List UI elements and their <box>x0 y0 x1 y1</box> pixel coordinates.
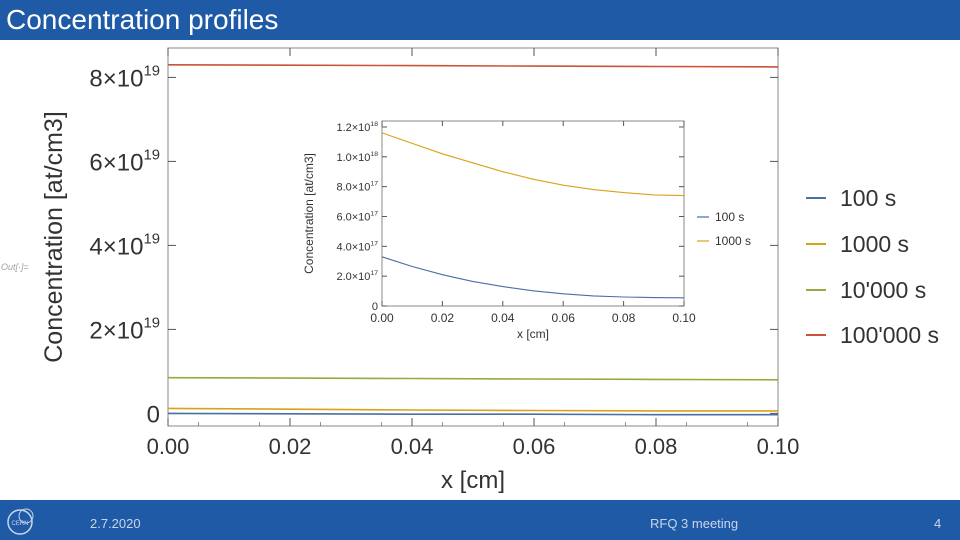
inset-y-tick-label: 6.0×1017 <box>336 211 378 224</box>
main-y-tick-label-exponent: 19 <box>143 316 160 332</box>
main-y-tick-label: 4×1019 <box>89 232 160 261</box>
inset-series-line-0 <box>381 256 685 299</box>
main-y-tick-label: 6×1019 <box>89 148 160 177</box>
inset-y-tick-label-mantissa: 8.0×10 <box>336 182 370 194</box>
main-y-tick-label-exponent: 19 <box>143 232 160 248</box>
inset-plot-frame <box>381 120 685 307</box>
inset-y-tick-label-exponent: 17 <box>370 181 378 188</box>
inset-series-line-1 <box>381 132 685 197</box>
inset-y-tick-label: 1.2×1018 <box>336 121 378 134</box>
main-y-tick-label-mantissa: 0 <box>147 401 160 428</box>
main-series-line-3 <box>167 64 779 68</box>
main-y-tick-label-mantissa: 4×10 <box>89 233 143 260</box>
inset-plot: 0.00 0.02 0.04 0.06 0.08 0.1002.0×10174.0×101… <box>302 120 751 341</box>
main-x-tick-label: 0.06 <box>513 434 556 459</box>
inset-x-tick-label: 0.00 <box>370 311 394 325</box>
inset-y-tick-label-exponent: 18 <box>370 151 378 158</box>
main-series-line-0 <box>167 412 778 416</box>
inset-y-tick-label-exponent: 18 <box>370 121 378 128</box>
footer-date: 2.7.2020 <box>90 516 141 531</box>
title-bar: Concentration profiles <box>0 0 960 40</box>
main-y-tick-label-mantissa: 2×10 <box>89 317 143 344</box>
inset-legend-label-1: 1000 s <box>715 234 751 248</box>
cern-logo-icon: CERN <box>7 508 34 535</box>
main-y-tick-label-mantissa: 6×10 <box>89 149 143 176</box>
out-label: Out[·]= <box>1 262 29 272</box>
inset-y-tick-label-mantissa: 2.0×10 <box>336 271 370 283</box>
inset-y-tick-label-mantissa: 4.0×10 <box>336 241 370 253</box>
inset-y-tick-label-mantissa: 1.2×10 <box>336 122 370 134</box>
main-x-tick-label: 0.08 <box>635 434 678 459</box>
footer-meeting: RFQ 3 meeting <box>650 516 739 531</box>
main-x-tick-label: 0.00 <box>147 434 190 459</box>
inset-x-tick-label: 0.04 <box>491 311 515 325</box>
inset-legend-label-0: 100 s <box>715 210 744 224</box>
main-y-tick-label: 0 <box>147 401 160 428</box>
main-series-line-1 <box>167 407 778 412</box>
inset-y-tick-label: 1.0×1018 <box>336 151 378 164</box>
main-y-tick-label: 2×1019 <box>89 316 160 345</box>
inset-y-tick-label: 2.0×1017 <box>336 270 378 283</box>
footer-page-number: 4 <box>934 516 942 531</box>
inset-x-axis-label: x [cm] <box>517 327 549 341</box>
main-x-tick-label: 0.04 <box>391 434 434 459</box>
inset-y-tick-label-exponent: 17 <box>370 240 378 247</box>
inset-x-tick-label: 0.08 <box>612 311 636 325</box>
inset-x-tick-label: 0.06 <box>552 311 576 325</box>
legend-label-2: 10'000 s <box>840 277 926 303</box>
legend-label-3: 100'000 s <box>840 322 939 348</box>
main-series-line-2 <box>167 376 779 381</box>
inset-y-tick-label-exponent: 17 <box>370 270 378 277</box>
inset-y-tick-label-exponent: 17 <box>370 211 378 218</box>
slide-title: Concentration profiles <box>6 4 279 35</box>
inset-y-tick-label-mantissa: 6.0×10 <box>336 211 370 223</box>
inset-y-tick-label-mantissa: 1.0×10 <box>336 152 370 164</box>
inset-x-tick-label: 0.02 <box>431 311 455 325</box>
main-x-axis-label: x [cm] <box>441 467 505 494</box>
main-y-tick-label-exponent: 19 <box>143 148 160 164</box>
main-y-axis-label: Concentration [at/cm3] <box>40 111 68 363</box>
main-y-tick-label-mantissa: 8×10 <box>89 65 143 92</box>
inset-y-tick-label: 8.0×1017 <box>336 181 378 194</box>
inset-x-tick-label: 0.10 <box>672 311 696 325</box>
main-y-tick-label: 8×1019 <box>89 64 160 93</box>
inset-y-tick-label-mantissa: 0 <box>372 301 378 313</box>
footer-bar: CERN 2.7.2020 RFQ 3 meeting 4 <box>0 500 960 540</box>
main-y-tick-label-exponent: 19 <box>143 64 160 80</box>
main-x-tick-label: 0.10 <box>757 434 800 459</box>
inset-y-tick-label: 4.0×1017 <box>336 240 378 253</box>
main-legend: 100 s 1000 s 10'000 s 100'000 s <box>806 185 939 348</box>
main-x-tick-label: 0.02 <box>269 434 312 459</box>
concentration-chart: 0.00 0.02 0.04 0.06 0.08 0.1002×10194×10196×1… <box>40 47 939 494</box>
inset-y-axis-label: Concentration [at/cm3] <box>302 153 316 274</box>
legend-label-1: 1000 s <box>840 231 909 257</box>
legend-label-0: 100 s <box>840 185 896 211</box>
svg-text:CERN: CERN <box>11 521 28 527</box>
inset-y-tick-label: 0 <box>372 301 378 313</box>
